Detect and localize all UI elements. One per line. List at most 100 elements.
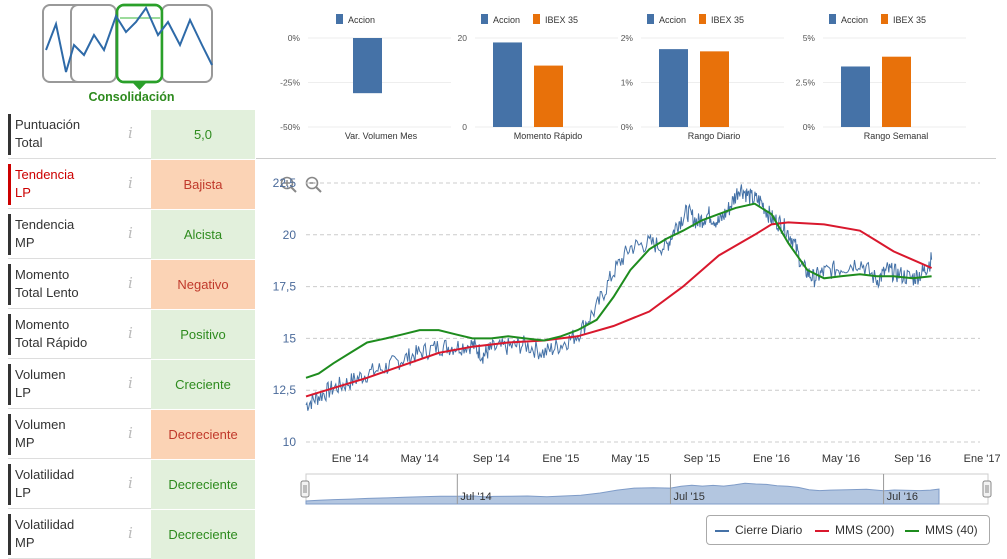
- legend-item[interactable]: Cierre Diario: [735, 523, 803, 537]
- x-tick-label: Sep '14: [473, 453, 510, 465]
- x-tick-label: Ene '14: [332, 453, 369, 465]
- indicator-row: Tendencia MP i Alcista: [8, 210, 255, 259]
- indicator-value: Positivo: [151, 310, 255, 359]
- info-icon[interactable]: i: [128, 424, 133, 442]
- mini-chart: Accion IBEX 35 2% 1% 0% Rango Diario: [621, 14, 784, 141]
- navigator[interactable]: Jul '14 Jul '15 Jul '16: [296, 472, 996, 512]
- navigator-handle[interactable]: [300, 480, 310, 498]
- indicator-name: Momento Total Lento: [15, 267, 79, 300]
- y-tick-label: 0: [462, 122, 467, 132]
- y-tick-label: 2.5%: [796, 78, 816, 88]
- y-tick-label: 17,5: [273, 280, 297, 294]
- legend-swatch: [829, 14, 836, 24]
- navigator-series[interactable]: [305, 482, 940, 505]
- x-tick-label: Sep '15: [683, 453, 720, 465]
- indicator-name: Puntuación Total: [15, 117, 81, 150]
- indicator-value: Creciente: [151, 360, 255, 409]
- info-icon[interactable]: i: [128, 274, 133, 292]
- y-tick-label: 1%: [621, 78, 634, 88]
- phase-pointer-icon: [132, 82, 147, 90]
- y-tick-label: -25%: [280, 78, 300, 88]
- indicator-value: Decreciente: [151, 410, 255, 459]
- mini-charts: Accion 0% -25% -50% Var. Volumen Mes Accion IB…: [280, 14, 966, 141]
- legend-label: IBEX 35: [711, 15, 744, 25]
- legend-item[interactable]: MMS (200): [835, 523, 895, 537]
- indicator-value: Alcista: [151, 210, 255, 259]
- info-icon[interactable]: i: [128, 474, 133, 492]
- legend-label: Accion: [493, 15, 520, 25]
- bar: [493, 42, 522, 128]
- phase-icon: [42, 3, 213, 90]
- mini-chart: Accion 0% -25% -50% Var. Volumen Mes: [280, 14, 451, 141]
- info-icon[interactable]: i: [128, 524, 133, 542]
- legend-line-icon: [715, 530, 729, 532]
- indicator-name: Tendencia LP: [15, 167, 75, 200]
- indicator-row: Volatilidad LP i Decreciente: [8, 460, 255, 509]
- chart-title: Momento Rápido: [514, 131, 583, 141]
- legend-line-icon: [905, 530, 919, 532]
- indicator-row: Momento Total Rápido i Positivo: [8, 310, 255, 359]
- legend-line-icon: [815, 530, 829, 532]
- indicator-name: Tendencia MP: [15, 217, 75, 250]
- series-mms-200: [305, 221, 933, 398]
- info-icon[interactable]: i: [128, 224, 133, 242]
- legend-swatch: [481, 14, 488, 24]
- indicator-marker: [8, 414, 11, 455]
- phase-widget: Consolidación: [8, 0, 255, 108]
- series-cierre-diario: [305, 184, 933, 411]
- navigator-tick-label: Jul '16: [887, 491, 918, 503]
- y-tick-label: -50%: [280, 122, 300, 132]
- bar: [882, 56, 911, 127]
- x-tick-label: Ene '15: [542, 453, 579, 465]
- y-tick-label: 0%: [621, 122, 634, 132]
- y-tick-label: 2%: [621, 33, 634, 43]
- indicator-value: Bajista: [151, 160, 255, 209]
- x-tick-label: May '16: [822, 453, 860, 465]
- info-icon[interactable]: i: [128, 324, 133, 342]
- y-tick-label: 12,5: [273, 383, 297, 397]
- indicator-row: Momento Total Lento i Negativo: [8, 260, 255, 309]
- section-divider: [256, 158, 996, 159]
- phase-frame-2: [70, 4, 117, 83]
- indicator-row: Puntuación Total i 5,0: [8, 110, 255, 159]
- y-tick-label: 10: [283, 435, 297, 449]
- indicator-value: Decreciente: [151, 460, 255, 509]
- navigator-tick-label: Jul '14: [460, 491, 491, 503]
- mini-chart: Accion IBEX 35 5% 2.5% 0% Rango Semanal: [796, 14, 966, 141]
- y-tick-label: 20: [458, 33, 468, 43]
- series-mms-40: [305, 202, 932, 379]
- info-icon[interactable]: i: [128, 124, 133, 142]
- legend-label: IBEX 35: [545, 15, 578, 25]
- y-tick-label: 5%: [803, 33, 816, 43]
- indicator-value: Negativo: [151, 260, 255, 309]
- y-tick-label: 0%: [288, 33, 301, 43]
- indicator-name: Volatilidad LP: [15, 467, 75, 500]
- indicator-marker: [8, 264, 11, 305]
- legend-swatch: [533, 14, 540, 24]
- legend-swatch: [336, 14, 343, 24]
- zoom-in-icon[interactable]: [280, 176, 298, 194]
- chart-title: Rango Diario: [688, 131, 741, 141]
- y-tick-label: 0%: [803, 122, 816, 132]
- indicator-name: Volatilidad MP: [15, 517, 75, 550]
- legend-label: Accion: [348, 15, 375, 25]
- navigator-handle[interactable]: [982, 480, 992, 498]
- legend-item[interactable]: MMS (40): [925, 523, 978, 537]
- info-icon[interactable]: i: [128, 174, 133, 192]
- x-tick-label: Ene '17: [964, 453, 1000, 465]
- legend-label: Accion: [659, 15, 686, 25]
- indicator-row: Volatilidad MP i Decreciente: [8, 510, 255, 559]
- x-tick-label: Sep '16: [894, 453, 931, 465]
- phase-frame-3: [161, 4, 213, 83]
- info-icon[interactable]: i: [128, 374, 133, 392]
- legend-label: IBEX 35: [893, 15, 926, 25]
- legend-swatch: [699, 14, 706, 24]
- legend-swatch: [881, 14, 888, 24]
- bar: [353, 38, 382, 94]
- indicator-marker: [8, 514, 11, 555]
- bar: [841, 66, 870, 127]
- chart-title: Var. Volumen Mes: [345, 131, 418, 141]
- navigator-tick-label: Jul '15: [673, 491, 704, 503]
- mini-chart: Accion IBEX 35 20 0 Momento Rápido: [458, 14, 618, 141]
- indicator-name: Momento Total Rápido: [15, 317, 88, 350]
